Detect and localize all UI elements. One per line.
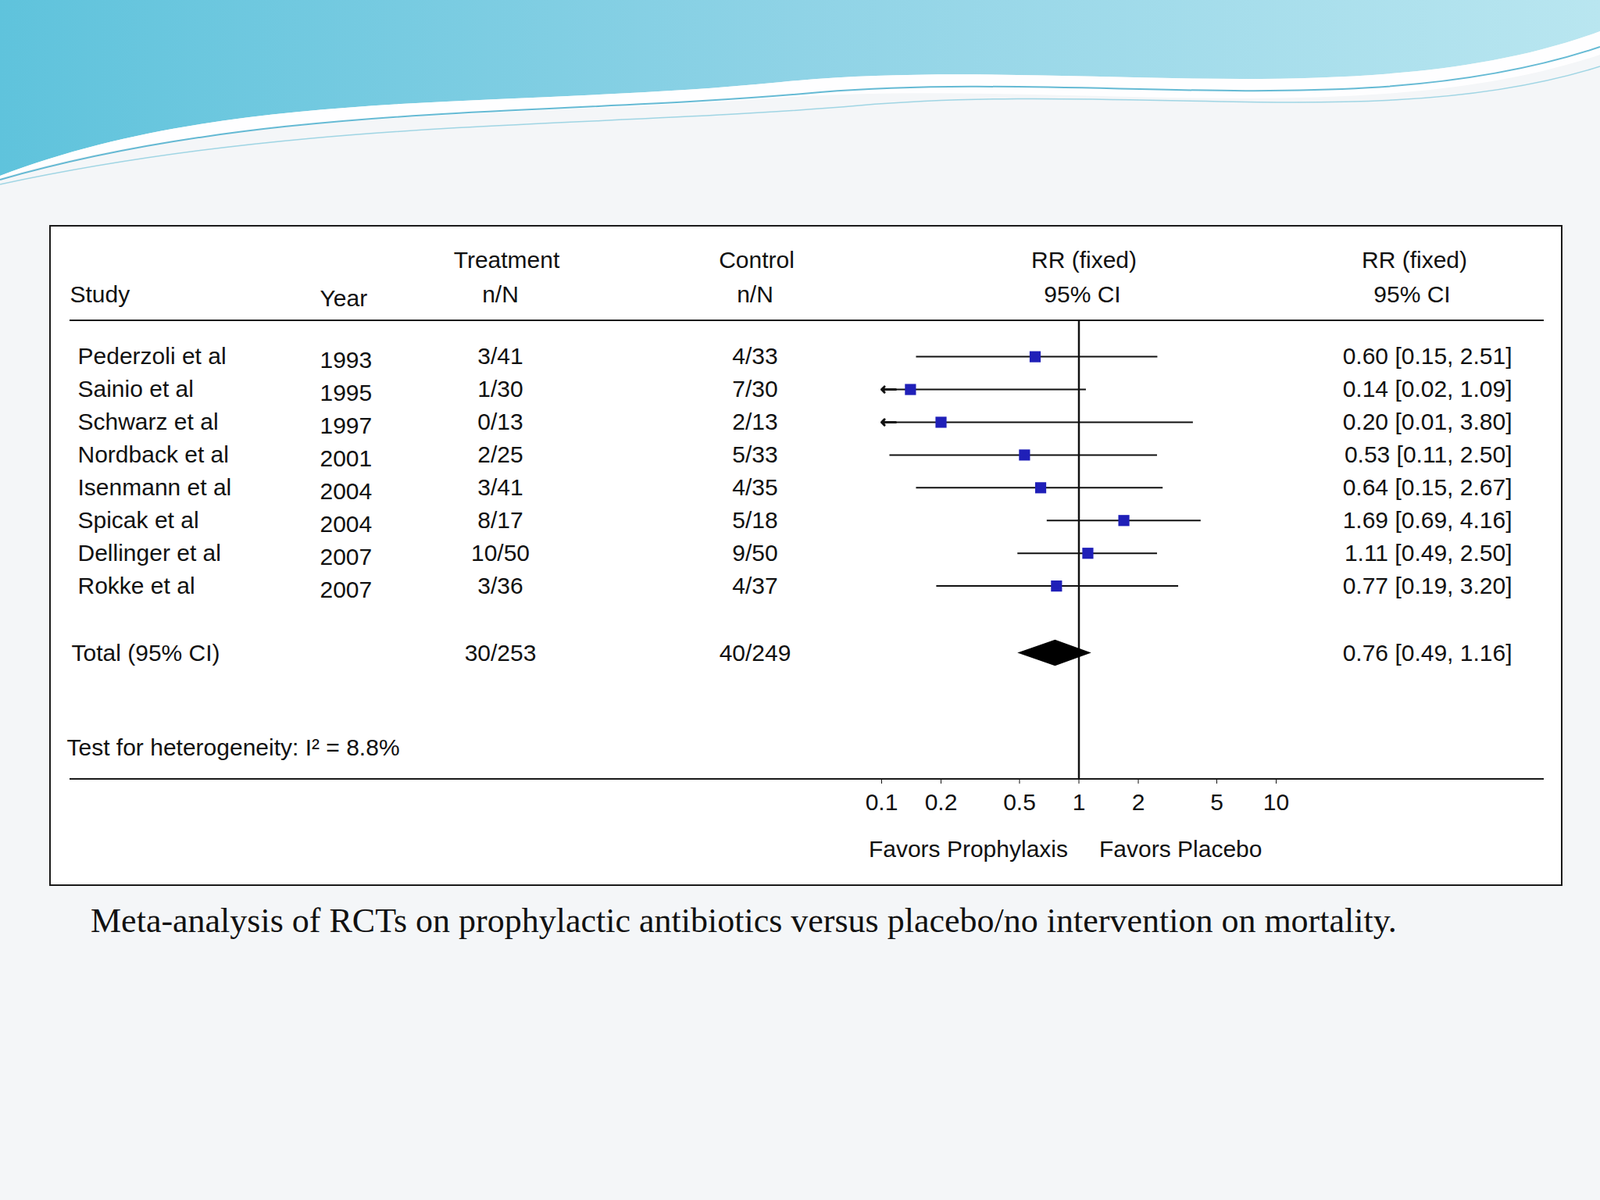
svg-text:Control: Control <box>718 246 795 273</box>
svg-text:1.69 [0.69, 4.16]: 1.69 [0.69, 4.16] <box>1342 507 1513 533</box>
svg-text:1: 1 <box>1072 789 1086 815</box>
svg-text:2007: 2007 <box>320 576 373 603</box>
svg-text:30/253: 30/253 <box>464 639 537 666</box>
svg-text:1.11 [0.49, 2.50]: 1.11 [0.49, 2.50] <box>1344 539 1513 566</box>
svg-text:Dellinger et al: Dellinger et al <box>78 539 222 566</box>
svg-text:2004: 2004 <box>320 478 373 504</box>
svg-text:0.5: 0.5 <box>1003 789 1036 815</box>
svg-text:8/17: 8/17 <box>477 507 523 533</box>
svg-text:2001: 2001 <box>320 445 373 472</box>
svg-text:0.64 [0.15, 2.67]: 0.64 [0.15, 2.67] <box>1342 474 1513 500</box>
svg-text:2: 2 <box>1132 789 1146 815</box>
svg-text:Pederzoli et al: Pederzoli et al <box>78 342 227 369</box>
svg-text:0.14 [0.02, 1.09]: 0.14 [0.02, 1.09] <box>1342 375 1513 402</box>
svg-text:4/33: 4/33 <box>732 342 778 369</box>
svg-text:Nordback et al: Nordback et al <box>78 441 229 468</box>
svg-text:n/N: n/N <box>736 281 774 308</box>
svg-text:10: 10 <box>1263 789 1290 815</box>
svg-text:0.20 [0.01, 3.80]: 0.20 [0.01, 3.80] <box>1342 408 1513 435</box>
svg-text:5/18: 5/18 <box>732 507 778 533</box>
svg-text:2007: 2007 <box>320 543 373 570</box>
svg-text:0.53 [0.11, 2.50]: 0.53 [0.11, 2.50] <box>1344 441 1513 468</box>
svg-text:10/50: 10/50 <box>471 539 530 566</box>
svg-text:3/36: 3/36 <box>477 572 523 599</box>
svg-text:Favors Prophylaxis: Favors Prophylaxis <box>868 835 1068 862</box>
svg-text:4/35: 4/35 <box>732 474 778 500</box>
svg-text:4/37: 4/37 <box>732 572 778 599</box>
svg-text:1/30: 1/30 <box>477 375 523 402</box>
svg-text:2004: 2004 <box>320 510 373 537</box>
svg-text:95% CI: 95% CI <box>1043 281 1121 308</box>
svg-text:1995: 1995 <box>320 379 373 406</box>
svg-text:Isenmann et al: Isenmann et al <box>78 474 233 500</box>
svg-text:3/41: 3/41 <box>477 474 523 500</box>
svg-text:0/13: 0/13 <box>477 408 523 435</box>
svg-text:9/50: 9/50 <box>732 539 778 566</box>
svg-text:40/249: 40/249 <box>719 639 792 666</box>
svg-text:5/33: 5/33 <box>732 441 778 468</box>
svg-text:Year: Year <box>320 285 368 311</box>
svg-text:Study: Study <box>70 281 131 308</box>
svg-text:RR (fixed): RR (fixed) <box>1361 246 1468 273</box>
svg-text:n/N: n/N <box>482 281 519 308</box>
svg-text:0.76 [0.49, 1.16]: 0.76 [0.49, 1.16] <box>1342 639 1513 666</box>
svg-text:1993: 1993 <box>320 346 373 373</box>
svg-text:0.1: 0.1 <box>865 789 899 815</box>
svg-text:2/13: 2/13 <box>732 408 778 435</box>
svg-text:RR (fixed): RR (fixed) <box>1031 246 1137 273</box>
svg-text:3/41: 3/41 <box>477 342 523 369</box>
svg-text:Favors Placebo: Favors Placebo <box>1099 835 1262 862</box>
svg-text:95% CI: 95% CI <box>1373 281 1450 308</box>
svg-text:Spicak et al: Spicak et al <box>78 507 200 533</box>
svg-text:Total (95% CI): Total (95% CI) <box>71 639 221 666</box>
svg-text:Sainio et al: Sainio et al <box>78 375 194 402</box>
svg-text:5: 5 <box>1210 789 1224 815</box>
svg-text:Test for heterogeneity: I² = 8: Test for heterogeneity: I² = 8.8% <box>67 734 400 761</box>
svg-text:7/30: 7/30 <box>732 375 778 402</box>
svg-text:0.60 [0.15, 2.51]: 0.60 [0.15, 2.51] <box>1342 342 1513 369</box>
svg-text:2/25: 2/25 <box>477 441 523 468</box>
svg-text:Rokke et al: Rokke et al <box>78 572 196 599</box>
svg-text:1997: 1997 <box>320 412 373 439</box>
svg-text:Schwarz et al: Schwarz et al <box>78 408 219 435</box>
svg-text:Treatment: Treatment <box>453 246 561 273</box>
svg-text:0.77 [0.19, 3.20]: 0.77 [0.19, 3.20] <box>1342 572 1513 599</box>
html-text:Meta-analysis of RCTs on proph: Meta-analysis of RCTs on prophylactic an… <box>90 901 1397 940</box>
svg-text:0.2: 0.2 <box>925 789 958 815</box>
